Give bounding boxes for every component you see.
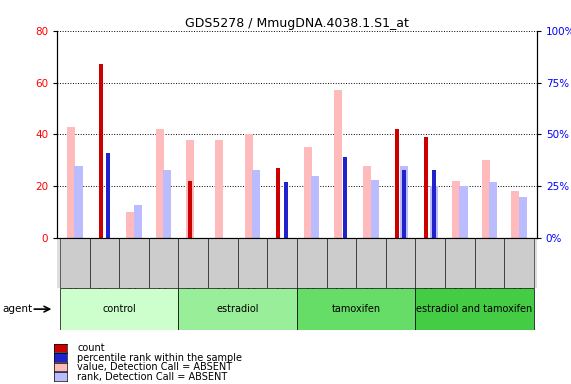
Bar [179,238,208,288]
Bar [187,181,192,238]
Bar [460,186,468,238]
Bar [99,65,103,238]
Bar [402,170,407,238]
Text: count: count [77,343,104,353]
Bar [186,139,194,238]
Bar [415,238,445,288]
Bar [238,238,267,288]
Bar [504,238,534,288]
Bar [179,288,297,330]
Bar [276,168,280,238]
Text: estradiol: estradiol [216,304,259,314]
Text: rank, Detection Call = ABSENT: rank, Detection Call = ABSENT [77,372,227,382]
Bar [267,238,297,288]
Text: value, Detection Call = ABSENT: value, Detection Call = ABSENT [77,362,232,372]
Bar [343,157,347,238]
Bar [424,137,428,238]
Bar [415,288,534,330]
Bar [134,205,142,238]
Bar [386,238,415,288]
Bar [356,238,386,288]
Bar [371,180,379,238]
Bar [119,238,149,288]
Bar [518,197,527,238]
Bar [67,127,75,238]
Bar [489,182,497,238]
Text: control: control [102,304,136,314]
Bar [252,170,260,238]
Bar [106,153,110,238]
Bar [208,238,238,288]
Bar [297,288,415,330]
Text: estradiol and tamoxifen: estradiol and tamoxifen [416,304,533,314]
Bar [430,186,438,238]
Bar [60,288,179,330]
Title: GDS5278 / MmugDNA.4038.1.S1_at: GDS5278 / MmugDNA.4038.1.S1_at [185,17,409,30]
Text: percentile rank within the sample: percentile rank within the sample [77,353,242,362]
Bar [432,170,436,238]
Bar [395,129,399,238]
Bar [215,139,223,238]
Bar [149,238,179,288]
Bar [126,212,134,238]
Bar [163,170,171,238]
Bar [90,238,119,288]
Bar [475,238,504,288]
Bar [333,90,341,238]
Bar [311,176,320,238]
Bar [156,129,164,238]
Bar [452,181,460,238]
Bar [327,238,356,288]
Bar [481,161,490,238]
Bar [511,191,520,238]
Text: agent: agent [3,304,33,314]
Text: tamoxifen: tamoxifen [332,304,381,314]
Bar [400,166,408,238]
Bar [60,238,90,288]
Bar [297,238,327,288]
Bar [363,166,371,238]
Bar [245,134,253,238]
Bar [74,166,83,238]
Bar [445,238,475,288]
Bar [284,182,288,238]
Bar [304,147,312,238]
